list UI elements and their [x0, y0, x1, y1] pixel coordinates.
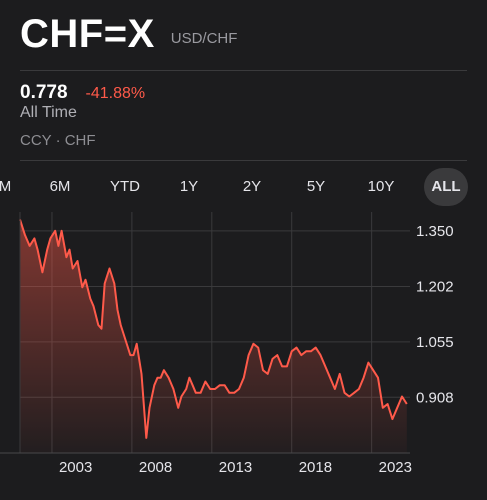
- y-tick-label: 1.055: [416, 334, 454, 351]
- range-tab-ytd[interactable]: YTD: [110, 178, 140, 195]
- currency-pair: USD/CHF: [170, 30, 238, 47]
- time-period-label: All Time: [20, 104, 77, 121]
- meta-divider: [20, 160, 467, 161]
- x-axis-labels: 2003 2008 2013 2018 2023: [59, 459, 412, 476]
- x-tick-label: 2008: [139, 459, 172, 476]
- y-tick-label: 1.202: [416, 279, 454, 296]
- price-change: -41.88%: [85, 85, 146, 102]
- range-tab-10y[interactable]: 10Y: [367, 178, 395, 195]
- x-tick-label: 2023: [379, 459, 412, 476]
- ticker-symbol: CHF=X: [20, 12, 155, 56]
- range-tab-all[interactable]: ALL: [424, 168, 468, 206]
- x-tick-label: 2018: [299, 459, 332, 476]
- y-axis-labels: 1.350 1.202 1.055 0.908: [416, 223, 454, 406]
- current-price: 0.778: [20, 82, 68, 103]
- range-tab-6m[interactable]: 6M: [49, 178, 71, 195]
- range-tab-m[interactable]: M: [0, 178, 12, 195]
- header-divider: [20, 70, 467, 71]
- y-tick-label: 1.350: [416, 223, 454, 240]
- x-tick-label: 2013: [219, 459, 252, 476]
- range-selector: M 6M YTD 1Y 2Y 5Y 10Y ALL: [0, 168, 487, 206]
- price-area: [20, 219, 407, 453]
- currency-meta: CCY · CHF: [20, 132, 96, 149]
- price-line: [19, 219, 408, 439]
- x-tick-label: 2003: [59, 459, 92, 476]
- y-tick-label: 0.908: [416, 389, 454, 406]
- range-tab-5y[interactable]: 5Y: [306, 178, 326, 195]
- range-tab-2y[interactable]: 2Y: [242, 178, 262, 195]
- range-tab-1y[interactable]: 1Y: [179, 178, 199, 195]
